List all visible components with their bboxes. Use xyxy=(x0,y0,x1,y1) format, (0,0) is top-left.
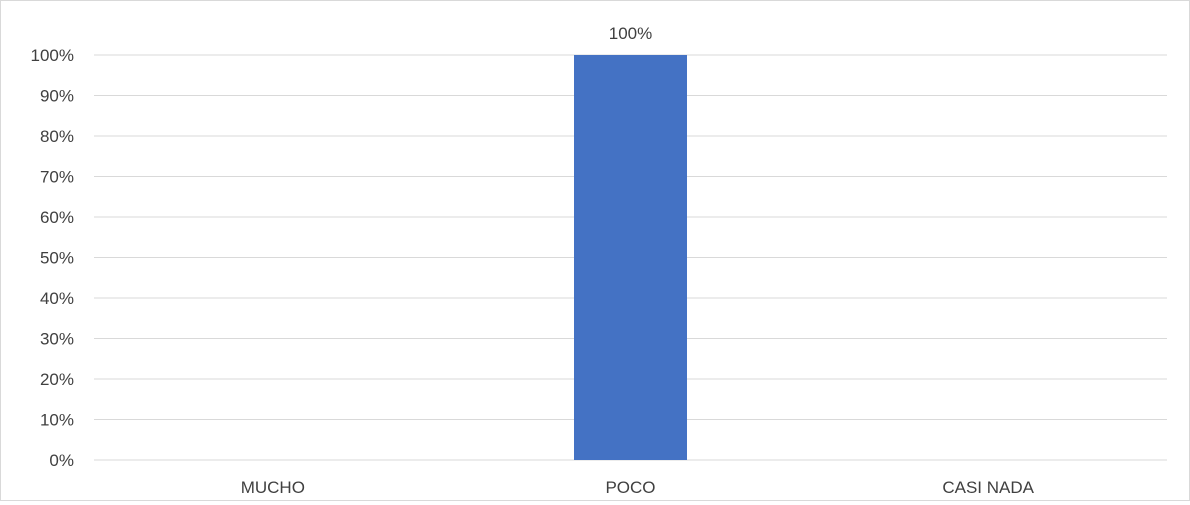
y-tick-label: 100% xyxy=(31,46,74,65)
data-labels: 100% xyxy=(609,24,652,43)
y-tick-label: 60% xyxy=(40,208,74,227)
x-category-label: CASI NADA xyxy=(942,478,1034,497)
bars xyxy=(574,55,687,460)
y-tick-label: 20% xyxy=(40,370,74,389)
y-tick-label: 90% xyxy=(40,87,74,106)
y-axis-ticks: 0% 10% 20% 30% 40% 50% 60% 70% 80% 90% 100% xyxy=(31,46,74,470)
data-label: 100% xyxy=(609,24,652,43)
y-tick-label: 80% xyxy=(40,127,74,146)
x-axis-categories: MUCHO POCO CASI NADA xyxy=(241,478,1035,497)
x-category-label: POCO xyxy=(605,478,655,497)
y-tick-label: 70% xyxy=(40,168,74,187)
y-tick-label: 30% xyxy=(40,330,74,349)
y-tick-label: 50% xyxy=(40,249,74,268)
x-category-label: MUCHO xyxy=(241,478,305,497)
y-tick-label: 0% xyxy=(49,451,74,470)
y-tick-label: 10% xyxy=(40,411,74,430)
bar-poco xyxy=(574,55,687,460)
y-tick-label: 40% xyxy=(40,289,74,308)
